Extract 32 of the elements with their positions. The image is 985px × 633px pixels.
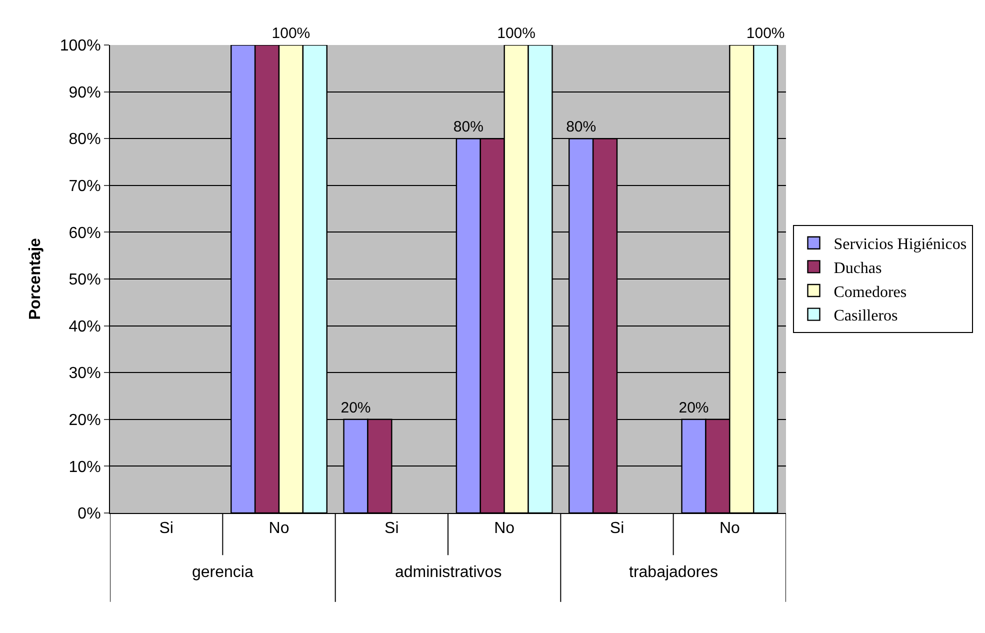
data-label: 80% xyxy=(453,118,484,136)
y-axis-title: Porcentaje xyxy=(26,238,44,320)
y-tick-label: 60% xyxy=(68,224,101,242)
data-label: 100% xyxy=(272,25,310,42)
y-tick-label: 80% xyxy=(68,131,101,148)
data-label: 20% xyxy=(340,399,371,416)
x-tick-label: No xyxy=(494,520,515,538)
legend-label: Comedores xyxy=(834,284,907,301)
text: gerencia xyxy=(192,564,254,581)
y-tick-label: 90% xyxy=(68,84,101,102)
x-tick-label: Si xyxy=(610,520,624,538)
x-tick-label: Si xyxy=(159,520,174,538)
y-tick-label: 30% xyxy=(68,365,101,382)
x-tick-label: No xyxy=(268,520,290,538)
y-tick-label: 40% xyxy=(68,318,101,336)
x-tick-label: Si xyxy=(384,520,399,538)
y-tick-label: 20% xyxy=(68,412,101,429)
data-label: 80% xyxy=(566,118,596,136)
legend-label: Casilleros xyxy=(834,308,898,325)
data-label: 20% xyxy=(678,399,709,416)
y-tick-label: 100% xyxy=(60,38,101,55)
data-label: 100% xyxy=(497,25,536,42)
data-label: 100% xyxy=(746,25,785,42)
legend-label: Servicios Higiénicos xyxy=(834,236,967,254)
y-tick-label: 10% xyxy=(68,458,101,476)
y-tick-label: 50% xyxy=(68,272,101,289)
text: trabajadores xyxy=(629,564,718,581)
y-tick-label: 0% xyxy=(78,506,101,523)
legend-label: Duchas xyxy=(834,260,882,277)
y-tick-label: 70% xyxy=(68,178,101,195)
text: administrativos xyxy=(395,564,502,581)
x-tick-label: No xyxy=(719,520,740,538)
